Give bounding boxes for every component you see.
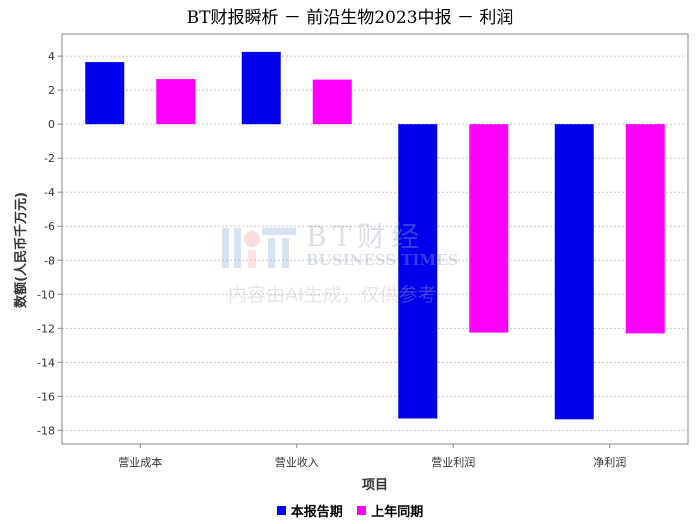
legend-item-current: 本报告期	[276, 501, 343, 520]
x-tick-label: 营业利润	[431, 455, 475, 469]
y-tick-label: -18	[37, 424, 55, 437]
axes: 4 2 0 -2 -4 -6 -8 -10 -12 -14 -16 -18 营业成本 营业收入 营业利润 净利…	[37, 34, 688, 469]
bar-current-1	[241, 51, 281, 125]
x-tick-label: 营业成本	[118, 455, 162, 469]
bar-previous-0	[156, 79, 196, 125]
bar-current-2	[398, 124, 438, 419]
legend-swatch-previous	[357, 506, 367, 515]
y-tick-label: -10	[37, 288, 55, 301]
y-tick-label: -16	[37, 390, 55, 403]
legend-swatch-current	[276, 506, 286, 515]
x-tick-label: 净利润	[593, 455, 626, 469]
bar-previous-2	[469, 124, 509, 333]
y-tick-label: 4	[48, 50, 55, 63]
y-tick-label: -4	[44, 186, 55, 199]
legend-label-current: 本报告期	[290, 505, 343, 520]
x-tick-label: 营业收入	[275, 455, 319, 469]
watermark: BT财经 BUSINESS TIMES 内容由AI生成，仅供参考	[220, 215, 480, 310]
bar-current-3	[554, 124, 594, 420]
x-axis-title: 项目	[362, 478, 388, 493]
bar-previous-1	[312, 79, 352, 125]
bar-current-0	[85, 62, 125, 125]
chart-title: BT财报瞬析 － 前沿生物2023中报 － 利润	[186, 8, 514, 28]
y-tick-label: -12	[37, 322, 55, 335]
watermark-note: 内容由AI生成，仅供参考	[228, 284, 437, 306]
y-tick-label: 2	[48, 84, 55, 97]
bar-previous-3	[625, 124, 665, 334]
watermark-brand-en: BUSINESS TIMES	[306, 251, 459, 269]
y-tick-label: -14	[37, 356, 55, 369]
legend: 本报告期 上年同期	[0, 501, 700, 520]
legend-label-previous: 上年同期	[371, 505, 424, 520]
watermark-brand: BT财经	[306, 220, 426, 253]
y-tick-label: -6	[44, 220, 55, 233]
bars	[85, 51, 665, 420]
y-axis-title: 数额(人民币千万元)	[13, 192, 29, 308]
legend-item-previous: 上年同期	[357, 501, 423, 520]
y-tick-label: -8	[44, 254, 55, 267]
y-tick-label: -2	[44, 152, 55, 165]
bt-logo-icon	[222, 228, 296, 268]
y-tick-label: 0	[48, 118, 55, 131]
